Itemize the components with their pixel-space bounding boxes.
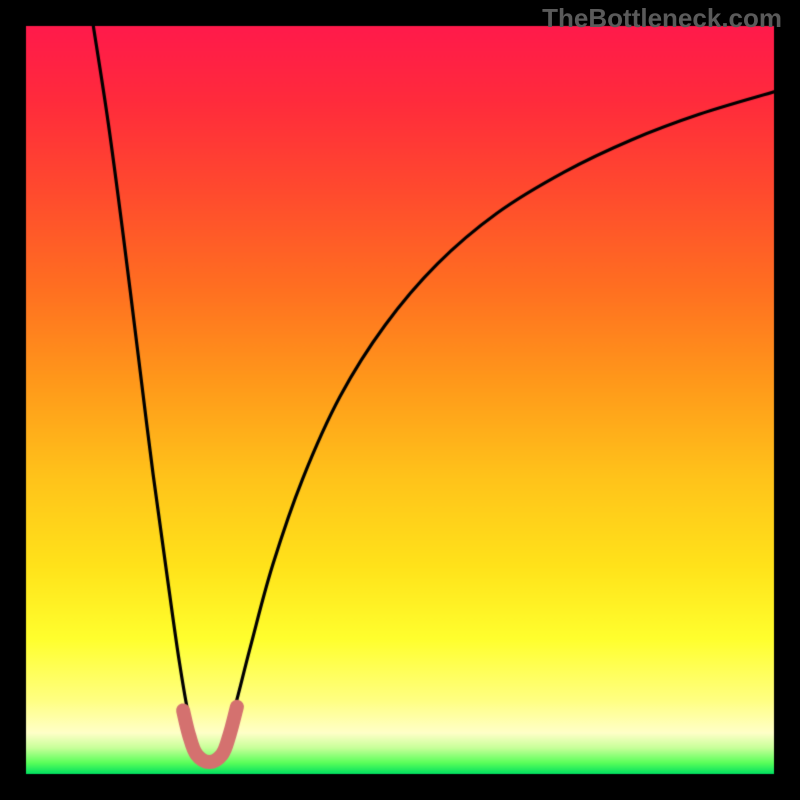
watermark-text: TheBottleneck.com	[542, 3, 782, 34]
chart-stage: TheBottleneck.com	[0, 0, 800, 800]
chart-canvas	[0, 0, 800, 800]
